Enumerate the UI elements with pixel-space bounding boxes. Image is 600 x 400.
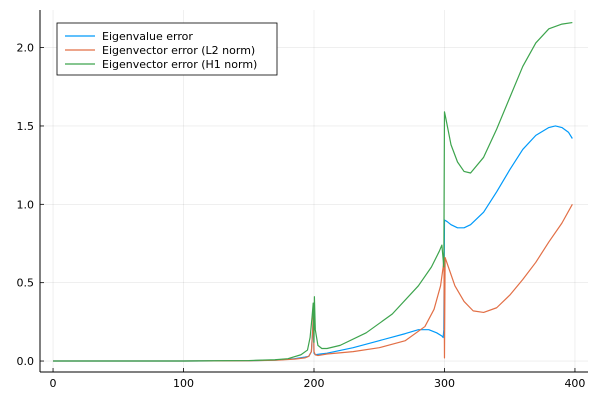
legend-label: Eigenvector error (H1 norm)	[102, 58, 257, 71]
x-tick-label: 100	[173, 377, 194, 390]
series-line-3	[53, 21, 573, 362]
x-tick-label: 300	[434, 377, 455, 390]
series-line-2	[53, 204, 573, 362]
x-tick-label: 200	[304, 377, 325, 390]
series-lines	[53, 21, 573, 362]
x-tick-label: 0	[50, 377, 57, 390]
y-tick-label: 0.5	[17, 277, 35, 290]
y-tick-label: 0.0	[17, 355, 35, 368]
y-tick-label: 1.0	[17, 198, 35, 211]
legend-label: Eigenvalue error	[102, 30, 193, 43]
y-tick-label: 1.5	[17, 120, 35, 133]
legend-box	[56, 22, 278, 76]
x-tick-label: 400	[564, 377, 585, 390]
y-tick-label: 2.0	[17, 42, 35, 55]
legend-label: Eigenvector error (L2 norm)	[102, 44, 255, 57]
axes: 0 100 200 300 400 0.0 0.5 1.0 1.5 2.0	[17, 10, 588, 390]
